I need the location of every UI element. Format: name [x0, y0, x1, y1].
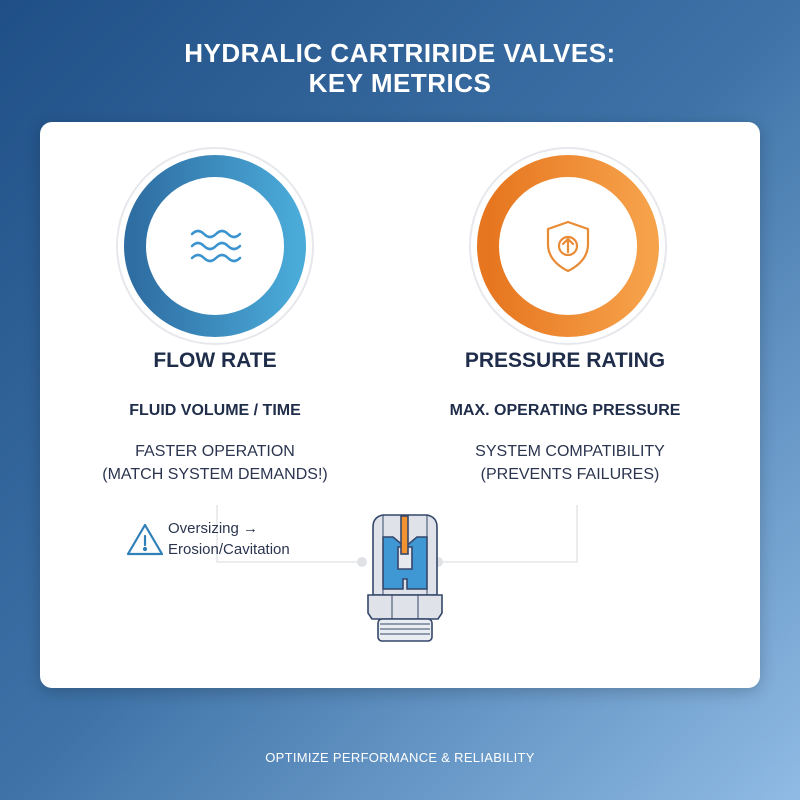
- footer-tagline: OPTIMIZE PERFORMANCE & RELIABILITY: [265, 750, 535, 765]
- pressure-rating-heading: PRESSURE RATING: [464, 349, 666, 372]
- warning-line-1: Oversizing →: [168, 520, 259, 537]
- warning-triangle-icon: [126, 523, 164, 556]
- warning-line-2: Erosion/Cavitation: [168, 541, 290, 558]
- shield-arrow-up-icon: [546, 220, 590, 273]
- pressure-desc-line-1: SYSTEM COMPATIBILITY: [475, 443, 665, 460]
- water-waves-icon: [190, 229, 242, 263]
- connector-dot-left: [357, 557, 367, 567]
- oversizing-warning: Oversizing → Erosion/Cavitation: [168, 518, 290, 560]
- flow-rate-desc-line-1: FASTER OPERATION: [135, 443, 295, 460]
- flow-rate-desc-line-2: (MATCH SYSTEM DEMANDS!): [102, 466, 328, 483]
- page-title: HYDRALIC CARTRIRIDE VALVES: KEY METRICS: [0, 38, 800, 98]
- cartridge-valve-illustration: [367, 514, 443, 642]
- pressure-desc-line-2: (PREVENTS FAILURES): [480, 466, 660, 483]
- connector-lines: [216, 505, 578, 563]
- pressure-rating-subheading: MAX. OPERATING PRESSURE: [449, 402, 681, 419]
- flow-rate-description: FASTER OPERATION (MATCH SYSTEM DEMANDS!): [45, 440, 385, 486]
- card-graphics: [116, 147, 667, 642]
- flow-rate-subheading: FLUID VOLUME / TIME: [129, 402, 301, 419]
- flow-rate-heading: FLOW RATE: [153, 349, 277, 372]
- metrics-card: FLOW RATE FLUID VOLUME / TIME FASTER OPE…: [40, 122, 760, 688]
- pressure-rating-description: SYSTEM COMPATIBILITY (PREVENTS FAILURES): [400, 440, 740, 486]
- title-line-2: KEY METRICS: [308, 68, 492, 98]
- title-line-1: HYDRALIC CARTRIRIDE VALVES:: [184, 38, 616, 68]
